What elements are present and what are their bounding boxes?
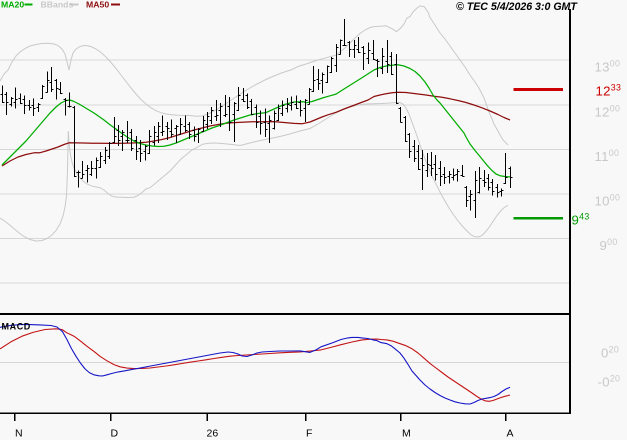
- svg-text:MACD: MACD: [2, 322, 31, 332]
- svg-text:BBands: BBands: [41, 0, 74, 10]
- svg-text:F: F: [306, 428, 312, 440]
- svg-text:N: N: [15, 428, 23, 440]
- svg-text:MA50: MA50: [86, 0, 109, 10]
- svg-text:26: 26: [207, 428, 219, 440]
- svg-text:D: D: [111, 428, 119, 440]
- svg-text:M: M: [402, 428, 411, 440]
- svg-text:MA20: MA20: [1, 0, 24, 10]
- svg-text:© TEC 5/4/2026 3:0 GMT: © TEC 5/4/2026 3:0 GMT: [456, 1, 578, 13]
- svg-text:A: A: [507, 428, 514, 440]
